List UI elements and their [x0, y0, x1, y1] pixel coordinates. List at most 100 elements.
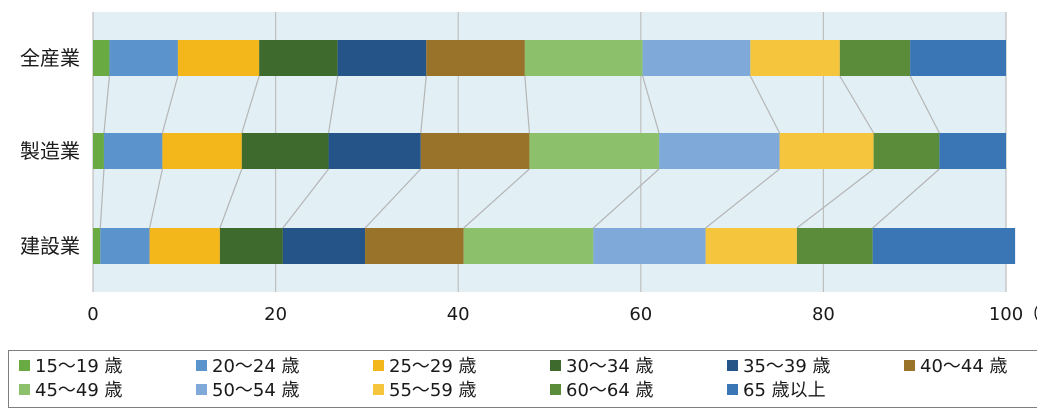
legend-swatch [727, 359, 738, 371]
bar-segment-row3-series9 [705, 228, 797, 264]
legend-label: 20〜24 歳 [212, 356, 300, 377]
connector-lines [99, 75, 940, 229]
legend-label: 15〜19 歳 [35, 356, 123, 377]
connector-line [149, 168, 163, 229]
legend-label: 45〜49 歳 [35, 380, 123, 401]
bar-segment-row2-series8 [659, 133, 780, 169]
legend-label: 50〜54 歳 [212, 380, 300, 401]
legend-item: 65 歳以上 [727, 379, 826, 401]
connector-line [103, 75, 111, 134]
legend-swatch [373, 383, 384, 395]
connector-line [524, 75, 531, 134]
legend-swatch [19, 383, 30, 395]
legend-label: 25〜29 歳 [389, 356, 477, 377]
bar-segment-row2-series5 [328, 133, 421, 169]
legend-item: 45〜49 歳 [19, 379, 123, 401]
x-axis-unit: （%） [1022, 304, 1037, 325]
connector-line [642, 75, 660, 134]
legend-label: 40〜44 歳 [920, 356, 1008, 377]
bar-segment-row1-series7 [524, 40, 643, 76]
connector-line [592, 168, 660, 229]
legend-item: 35〜39 歳 [727, 355, 831, 377]
connector-line [705, 168, 780, 229]
x-tick-label: 80 [812, 304, 835, 325]
bar-segment-row1-series10 [839, 40, 911, 76]
bar-segment-row2-series11 [939, 133, 1006, 169]
bar-segment-row1-series8 [642, 40, 751, 76]
bar-segment-row3-series5 [282, 228, 366, 264]
bar-segment-row2-series6 [420, 133, 530, 169]
legend-label: 60〜64 歳 [566, 380, 654, 401]
category-label: 製造業 [20, 139, 80, 163]
x-tick-label: 0 [87, 304, 98, 325]
bar-segment-row3-series4 [219, 228, 283, 264]
legend-item: 20〜24 歳 [196, 355, 300, 377]
bar-segment-row3-series2 [100, 228, 150, 264]
legend-item: 25〜29 歳 [373, 355, 477, 377]
connector-line [909, 75, 940, 134]
connector-line [161, 75, 179, 134]
legend-label: 30〜34 歳 [566, 356, 654, 377]
legend-item: 30〜34 歳 [550, 355, 654, 377]
bar-segment-row2-series3 [162, 133, 242, 169]
legend-swatch [727, 383, 738, 395]
bar-segment-row2-series7 [529, 133, 660, 169]
bar-segment-row3-series7 [463, 228, 594, 264]
connector-line [463, 168, 530, 229]
category-label: 全産業 [20, 46, 80, 70]
x-tick-labels: 0 20 40 60 80 100（%） [87, 304, 1037, 325]
bar-segment-row3-series11 [872, 228, 1016, 264]
bar-segment-row1-series2 [109, 40, 178, 76]
bar-segment-row1-series1 [93, 40, 110, 76]
legend: 15〜19 歳 20〜24 歳 25〜29 歳 30〜34 歳 35〜39 歳 40〜44… [8, 350, 1037, 408]
bar-segment-row3-series10 [796, 228, 873, 264]
connector-line [282, 168, 330, 229]
category-label: 建設業 [20, 234, 80, 258]
bars [93, 40, 1016, 264]
legend-label: 55〜59 歳 [389, 380, 477, 401]
bar-segment-row2-series2 [103, 133, 163, 169]
legend-swatch [904, 359, 915, 371]
legend-item: 15〜19 歳 [19, 355, 123, 377]
legend-swatch [373, 359, 384, 371]
bar-segment-row3-series8 [593, 228, 706, 264]
legend-label: 35〜39 歳 [743, 356, 831, 377]
legend-swatch [196, 359, 207, 371]
bar-segment-row1-series3 [177, 40, 260, 76]
x-tick-label: 20 [264, 304, 287, 325]
bar-segment-row3-series3 [149, 228, 220, 264]
bar-segment-row2-series9 [779, 133, 874, 169]
legend-item: 40〜44 歳 [904, 355, 1008, 377]
legend-label: 65 歳以上 [743, 380, 826, 401]
bar-segment-row1-series11 [910, 40, 1006, 76]
connector-line [749, 75, 781, 134]
connector-line [364, 168, 422, 229]
bar-segment-row1-series5 [337, 40, 427, 76]
x-tick-label: 100 [989, 304, 1023, 325]
connector-line [327, 75, 339, 134]
x-tick-label: 40 [447, 304, 470, 325]
legend-item: 60〜64 歳 [550, 379, 654, 401]
x-tick-label: 60 [629, 304, 652, 325]
connector-line [796, 168, 874, 229]
connector-line [99, 168, 105, 229]
bar-segment-row2-series10 [873, 133, 940, 169]
legend-swatch [19, 359, 30, 371]
connector-line [420, 75, 427, 134]
legend-swatch [550, 383, 561, 395]
bar-segment-row1-series9 [750, 40, 840, 76]
bar-segment-row1-series4 [259, 40, 338, 76]
bar-segment-row3-series1 [93, 228, 101, 264]
legend-item: 50〜54 歳 [196, 379, 300, 401]
bar-segment-row2-series4 [241, 133, 329, 169]
bar-segment-row3-series6 [365, 228, 464, 264]
connector-line [219, 168, 243, 229]
legend-item: 55〜59 歳 [373, 379, 477, 401]
bar-segment-row2-series1 [93, 133, 104, 169]
connector-line [241, 75, 260, 134]
legend-swatch [550, 359, 561, 371]
connector-line [872, 168, 940, 229]
legend-swatch [196, 383, 207, 395]
